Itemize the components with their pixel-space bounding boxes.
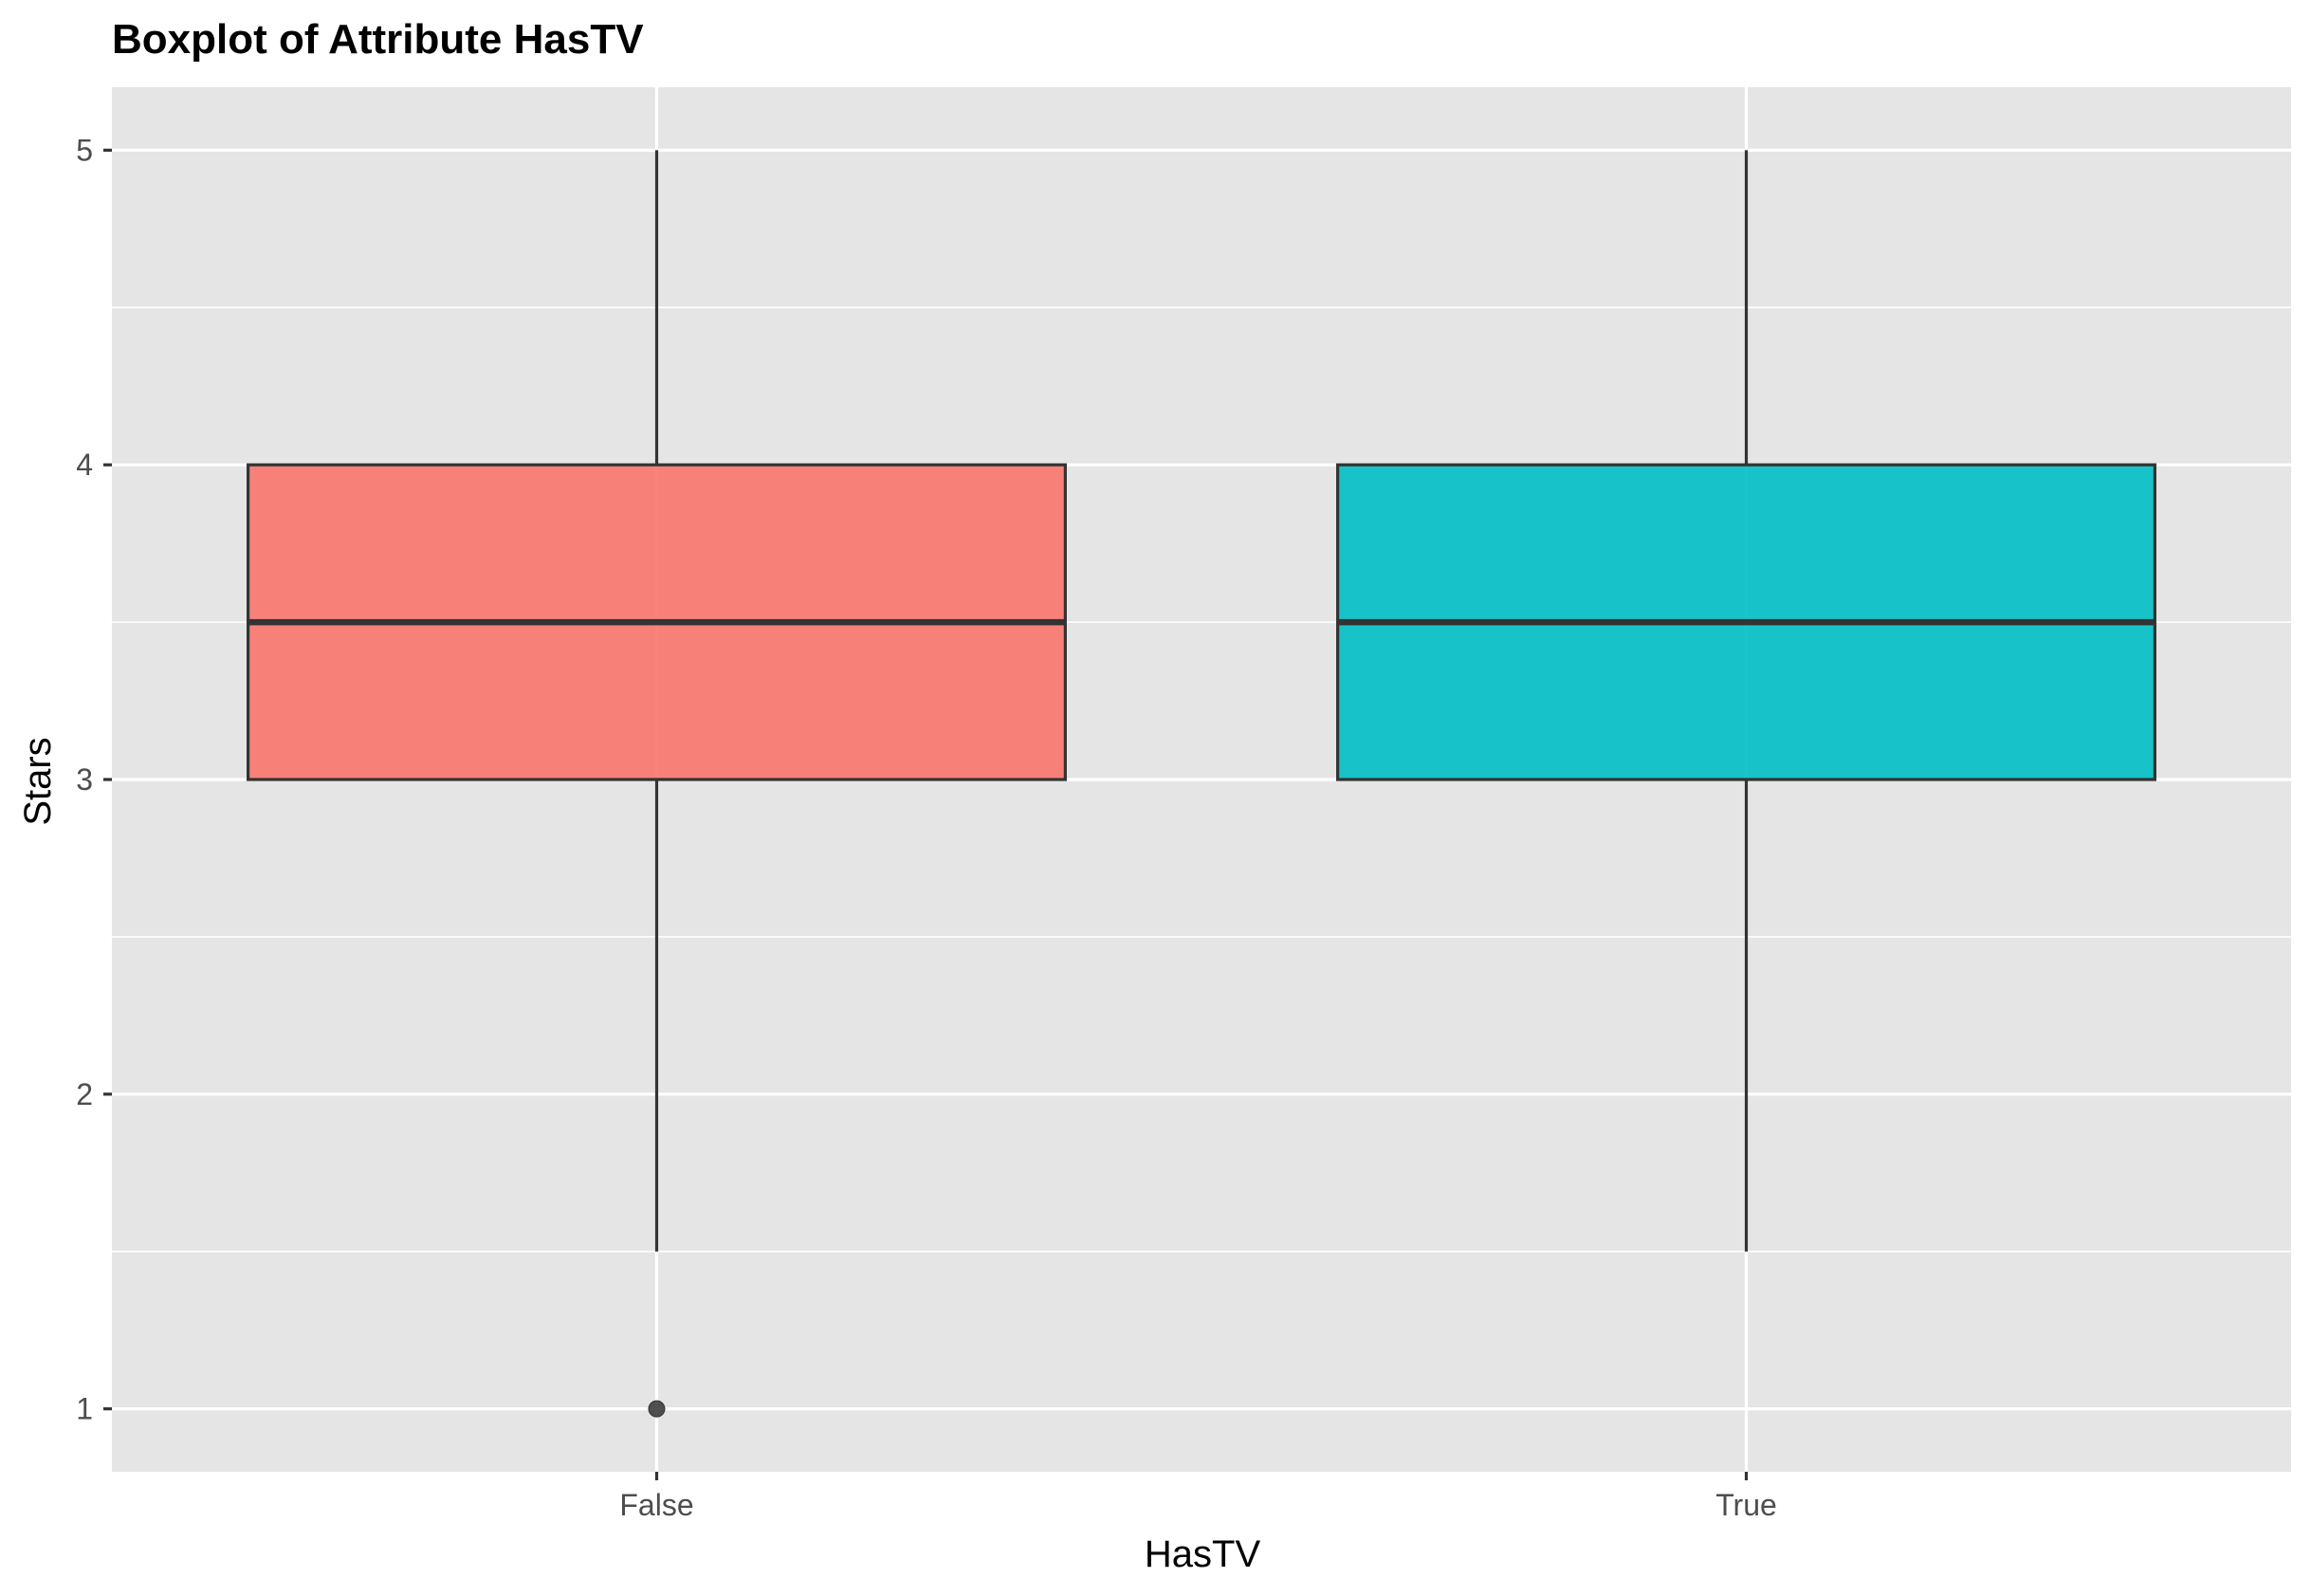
outlier-point (648, 1400, 666, 1418)
y-tick-label: 5 (76, 133, 93, 167)
y-tick-label: 3 (76, 762, 93, 797)
x-tick-label: False (619, 1488, 693, 1522)
y-axis-title: Stars (17, 737, 59, 825)
x-axis: False True (619, 1472, 1777, 1522)
chart-title: Boxplot of Attribute HasTV (112, 16, 644, 63)
box-false (247, 150, 1067, 1418)
boxes (247, 150, 2156, 1418)
x-tick-label: True (1715, 1488, 1777, 1522)
y-tick-label: 1 (76, 1392, 93, 1426)
x-axis-title: HasTV (1145, 1533, 1261, 1575)
y-tick-label: 4 (76, 448, 93, 482)
y-tick-label: 2 (76, 1077, 93, 1111)
box-true (1336, 150, 2156, 1252)
y-axis: 1 2 3 4 5 (76, 133, 112, 1426)
